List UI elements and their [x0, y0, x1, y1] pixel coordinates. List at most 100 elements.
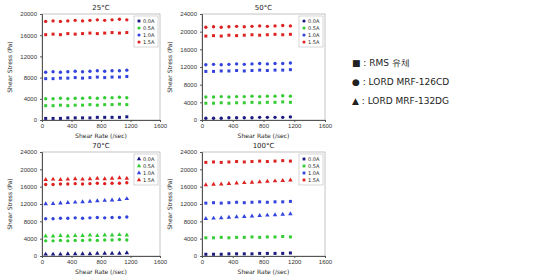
y-tick: 20000: [180, 29, 202, 35]
x-tick: 0: [41, 120, 45, 129]
y-tick: 0: [194, 117, 202, 123]
point: [235, 25, 238, 28]
point: [118, 76, 121, 79]
marks: [204, 24, 292, 120]
point: [266, 201, 269, 204]
point: [66, 200, 71, 204]
point: [235, 62, 238, 65]
point: [117, 197, 122, 201]
point: [212, 160, 215, 163]
y-tick-mark: [200, 187, 202, 188]
point: [227, 95, 230, 98]
point: [220, 202, 223, 205]
point: [102, 198, 107, 202]
point: [258, 236, 261, 239]
point: [204, 63, 207, 66]
marker-legend-label: ▲ : LORD MRF-132DG: [352, 96, 449, 106]
point: [125, 68, 128, 71]
point: [125, 18, 128, 21]
legend-label: 1.5A: [308, 177, 320, 183]
y-tick: 0: [194, 253, 202, 259]
y-tick: 20000: [20, 11, 42, 17]
legend-label: 0.5A: [308, 163, 320, 169]
y-tick: 8000: [184, 82, 202, 88]
point: [125, 96, 128, 99]
point: [227, 201, 230, 204]
point: [51, 97, 54, 100]
x-tick-mark: [264, 120, 265, 122]
point: [103, 116, 106, 119]
point: [58, 233, 63, 237]
series: [44, 96, 129, 101]
point: [281, 252, 284, 255]
point: [103, 182, 106, 185]
point: [258, 116, 261, 119]
point: [52, 104, 55, 107]
point: [81, 70, 84, 73]
point: [250, 201, 253, 204]
point: [125, 250, 130, 254]
y-tick: 16000: [180, 184, 202, 190]
legend-label: 0.0A: [143, 156, 155, 162]
panel: 0400800120016000400080001200016000200002…: [6, 4, 168, 139]
point: [43, 233, 48, 237]
point: [273, 178, 278, 182]
point: [96, 32, 99, 35]
series: [204, 61, 292, 66]
point: [51, 177, 56, 181]
point: [220, 95, 223, 98]
chart-title: 25°C: [92, 4, 109, 12]
point: [66, 97, 69, 100]
y-tick: 16000: [180, 47, 202, 53]
point: [96, 76, 99, 79]
point: [204, 253, 207, 256]
x-tick-label: 800: [259, 259, 270, 265]
legend-label: 1.0A: [143, 170, 155, 176]
legend-label: 0.0A: [308, 18, 320, 24]
point: [59, 20, 62, 23]
point: [81, 239, 84, 242]
point: [58, 177, 63, 181]
point: [58, 201, 63, 205]
point: [258, 24, 261, 27]
point: [258, 101, 261, 104]
point: [234, 214, 239, 218]
point: [118, 18, 121, 21]
point: [88, 251, 93, 255]
y-tick-label: 12000: [180, 201, 197, 207]
legend: 0.0A0.5A1.0A1.5A: [134, 16, 158, 47]
point: [102, 251, 107, 255]
y-tick-mark: [40, 120, 42, 121]
point: [66, 116, 69, 119]
legend-label: 1.5A: [143, 39, 155, 45]
point: [95, 233, 100, 237]
point: [73, 19, 76, 22]
legend-symbol: [137, 157, 141, 161]
point: [235, 95, 238, 98]
point: [110, 182, 113, 185]
y-tick-label: 20000: [180, 29, 197, 35]
point: [74, 33, 77, 36]
x-tick-label: 1600: [319, 259, 333, 265]
marks: [204, 159, 293, 256]
y-tick-label: 24000: [180, 11, 197, 17]
point: [273, 212, 278, 216]
y-tick-label: 16000: [20, 184, 37, 190]
point: [81, 217, 84, 220]
point: [44, 33, 47, 36]
point: [250, 116, 253, 119]
point: [111, 103, 114, 106]
point: [204, 161, 207, 164]
point: [51, 239, 54, 242]
point: [289, 24, 292, 27]
legend-symbol: [302, 19, 305, 22]
point: [289, 68, 292, 71]
point: [204, 117, 207, 120]
x-tick-label: 800: [96, 123, 107, 129]
point: [204, 95, 207, 98]
point: [289, 200, 292, 203]
y-tick-mark: [200, 102, 202, 103]
x-tick: 1200: [124, 256, 138, 265]
legend-symbol: [137, 164, 141, 168]
legend-symbol: [138, 20, 141, 23]
